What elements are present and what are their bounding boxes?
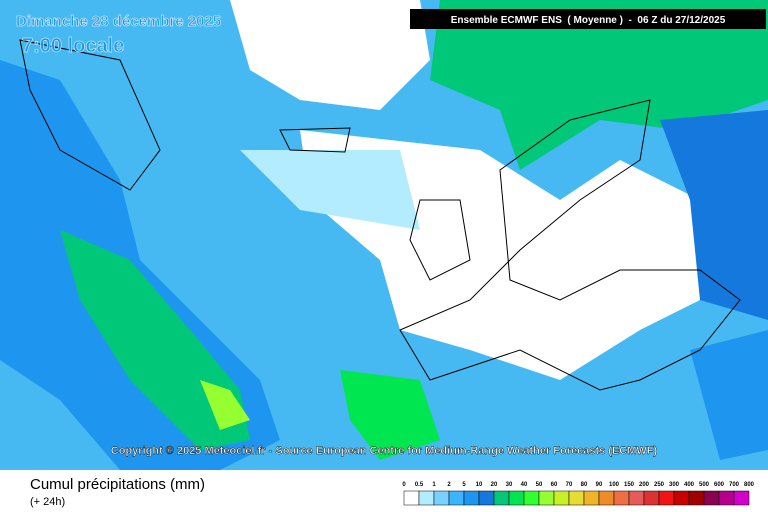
rain-area	[660, 110, 768, 320]
scale-label: 70	[566, 482, 573, 488]
scale-box	[463, 490, 480, 506]
scale-box	[583, 490, 600, 506]
light-rain	[240, 150, 420, 230]
scale-box	[418, 490, 435, 506]
rain-area	[690, 330, 768, 460]
scale-label: 500	[699, 482, 710, 488]
scale-label: 1	[432, 482, 436, 488]
coastline	[19, 39, 741, 391]
scale-label: 0.5	[415, 482, 424, 488]
rain-area	[60, 230, 250, 450]
scale-label: 5	[462, 482, 466, 488]
scale-box	[643, 490, 660, 506]
scale-box	[613, 490, 630, 506]
scale-label: 300	[669, 482, 680, 488]
scale-label: 150	[624, 482, 635, 488]
scale-label: 50	[536, 482, 543, 488]
scale-label: 20	[491, 482, 498, 488]
scale-label: 80	[581, 482, 588, 488]
scale-label: 10	[476, 482, 483, 488]
scale-box	[433, 490, 450, 506]
scale-box	[703, 490, 720, 506]
scale-label: 800	[744, 482, 755, 488]
scale-box	[628, 490, 645, 506]
scale-label: 0	[402, 482, 406, 488]
scale-label: 600	[714, 482, 725, 488]
scale-box	[448, 490, 465, 506]
scale-box	[508, 490, 525, 506]
scale-label: 250	[654, 482, 665, 488]
scale-box	[568, 490, 585, 506]
scale-box	[688, 490, 705, 506]
heavy-rain	[200, 380, 250, 430]
model: Ensemble ECMWF ENS ( Moyenne ) - 06 Z du…	[451, 15, 726, 26]
date: Dimanche 28 décembre 2025	[16, 13, 221, 30]
legend-subtitle: (+ 24h)	[30, 496, 65, 508]
legend-title: Cumul précipitations (mm)	[30, 476, 205, 493]
scale-label: 200	[639, 482, 650, 488]
scale-label: 30	[506, 482, 513, 488]
scale-label: 2	[447, 482, 451, 488]
scale-label: 100	[609, 482, 620, 488]
scale-box	[493, 490, 510, 506]
scale-label: 90	[596, 482, 603, 488]
scale-label: 60	[551, 482, 558, 488]
scale-box	[673, 490, 690, 506]
scale-label: 40	[521, 482, 528, 488]
copyright: Copyright © 2025 Meteociel.fr - Source E…	[111, 445, 658, 457]
scale-box	[403, 490, 420, 506]
scale-box	[733, 490, 750, 506]
scale-label: 400	[684, 482, 695, 488]
scale-box	[553, 490, 570, 506]
time: 7:00 locale	[22, 35, 124, 57]
dry-area	[230, 0, 430, 110]
scale-box	[478, 490, 495, 506]
scale-box	[538, 490, 555, 506]
scale-label: 700	[729, 482, 740, 488]
scale-box	[523, 490, 540, 506]
scale-box	[598, 490, 615, 506]
model-box	[410, 9, 766, 29]
color-scale: 0 0.5 1 2 5 10 20 30 40 50 60 70 80 90 100 150 200 250 300…	[402, 482, 755, 506]
scale-box	[718, 490, 735, 506]
rain-area	[340, 370, 440, 460]
scale-box	[658, 490, 675, 506]
